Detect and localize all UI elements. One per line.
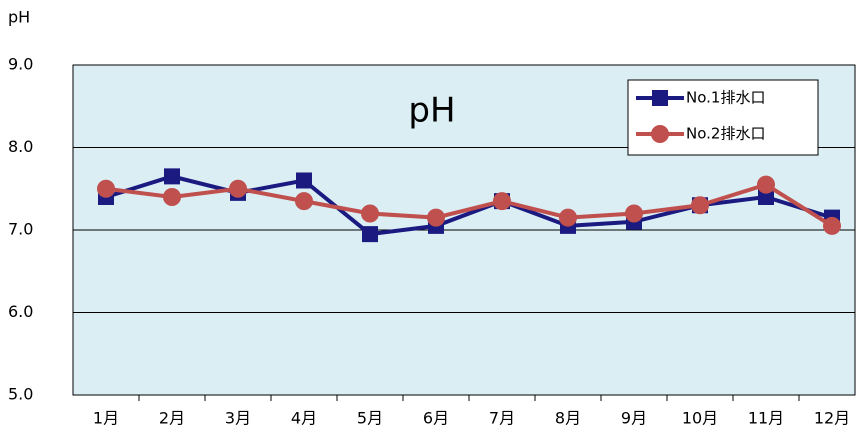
marker <box>362 226 378 243</box>
x-tick-label: 4月 <box>291 409 317 428</box>
marker <box>652 90 668 106</box>
y-tick-label: 8.0 <box>8 137 33 156</box>
marker <box>651 125 669 143</box>
chart-title: pH <box>408 91 455 131</box>
y-tick-label: 7.0 <box>8 220 33 239</box>
marker <box>295 192 313 211</box>
marker <box>691 196 709 215</box>
marker <box>163 188 181 206</box>
marker <box>427 208 445 227</box>
y-tick-label: 6.0 <box>8 302 33 321</box>
x-tick-label: 7月 <box>489 409 515 428</box>
marker <box>823 216 841 235</box>
x-tick-label: 6月 <box>423 409 449 428</box>
x-tick-label: 12月 <box>814 409 850 428</box>
y-tick-label: 9.0 <box>8 55 33 74</box>
x-tick-label: 8月 <box>555 409 581 428</box>
marker <box>625 204 643 223</box>
marker <box>559 208 577 227</box>
x-tick-label: 1月 <box>93 409 119 428</box>
marker <box>757 175 775 194</box>
marker <box>229 179 247 198</box>
y-axis-label: pH <box>8 8 30 27</box>
marker <box>361 204 379 223</box>
x-tick-label: 9月 <box>621 409 647 428</box>
marker <box>296 172 312 189</box>
x-tick-label: 5月 <box>357 409 383 428</box>
legend-label: No.1排水口 <box>686 89 765 107</box>
line <box>105 182 834 228</box>
x-tick-label: 3月 <box>225 409 251 428</box>
x-tick-label: 2月 <box>159 409 185 428</box>
legend-label: No.2排水口 <box>686 125 765 143</box>
marker <box>164 168 180 185</box>
y-tick-label: 5.0 <box>8 385 33 404</box>
x-tick-label: 11月 <box>748 409 784 428</box>
marker <box>97 179 115 198</box>
marker <box>758 189 774 205</box>
marker <box>493 192 511 211</box>
x-tick-label: 10月 <box>682 409 718 428</box>
